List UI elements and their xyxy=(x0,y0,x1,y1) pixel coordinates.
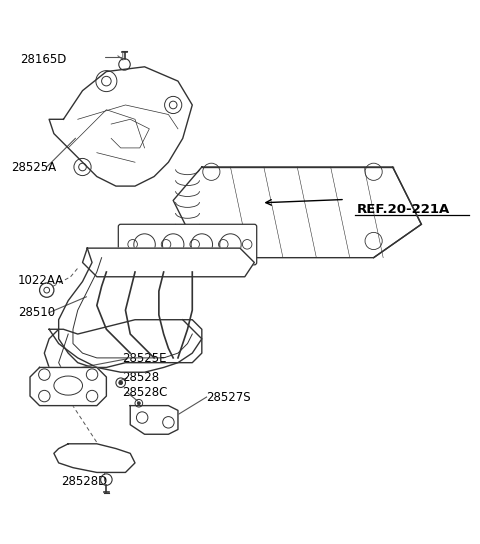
Text: 1022AA: 1022AA xyxy=(18,274,64,287)
Polygon shape xyxy=(173,167,421,258)
Text: 28528D: 28528D xyxy=(61,475,108,489)
Polygon shape xyxy=(30,367,107,406)
Polygon shape xyxy=(130,406,178,434)
FancyBboxPatch shape xyxy=(118,224,257,265)
Text: 28528: 28528 xyxy=(121,372,159,385)
Text: 28521A: 28521A xyxy=(206,236,252,249)
Text: 28527S: 28527S xyxy=(206,391,251,404)
Text: 28510: 28510 xyxy=(18,306,55,319)
Text: 28525E: 28525E xyxy=(121,353,166,366)
Polygon shape xyxy=(49,67,192,186)
Ellipse shape xyxy=(191,234,213,255)
Text: 28528C: 28528C xyxy=(121,386,167,399)
Polygon shape xyxy=(83,248,254,277)
Circle shape xyxy=(137,402,140,405)
Text: 28525A: 28525A xyxy=(11,162,56,175)
Ellipse shape xyxy=(162,234,184,255)
Ellipse shape xyxy=(54,376,83,395)
Ellipse shape xyxy=(134,234,156,255)
Circle shape xyxy=(119,381,122,385)
Text: 28165D: 28165D xyxy=(21,53,67,66)
Text: REF.20-221A: REF.20-221A xyxy=(357,202,450,215)
Polygon shape xyxy=(54,444,135,472)
Ellipse shape xyxy=(220,234,241,255)
